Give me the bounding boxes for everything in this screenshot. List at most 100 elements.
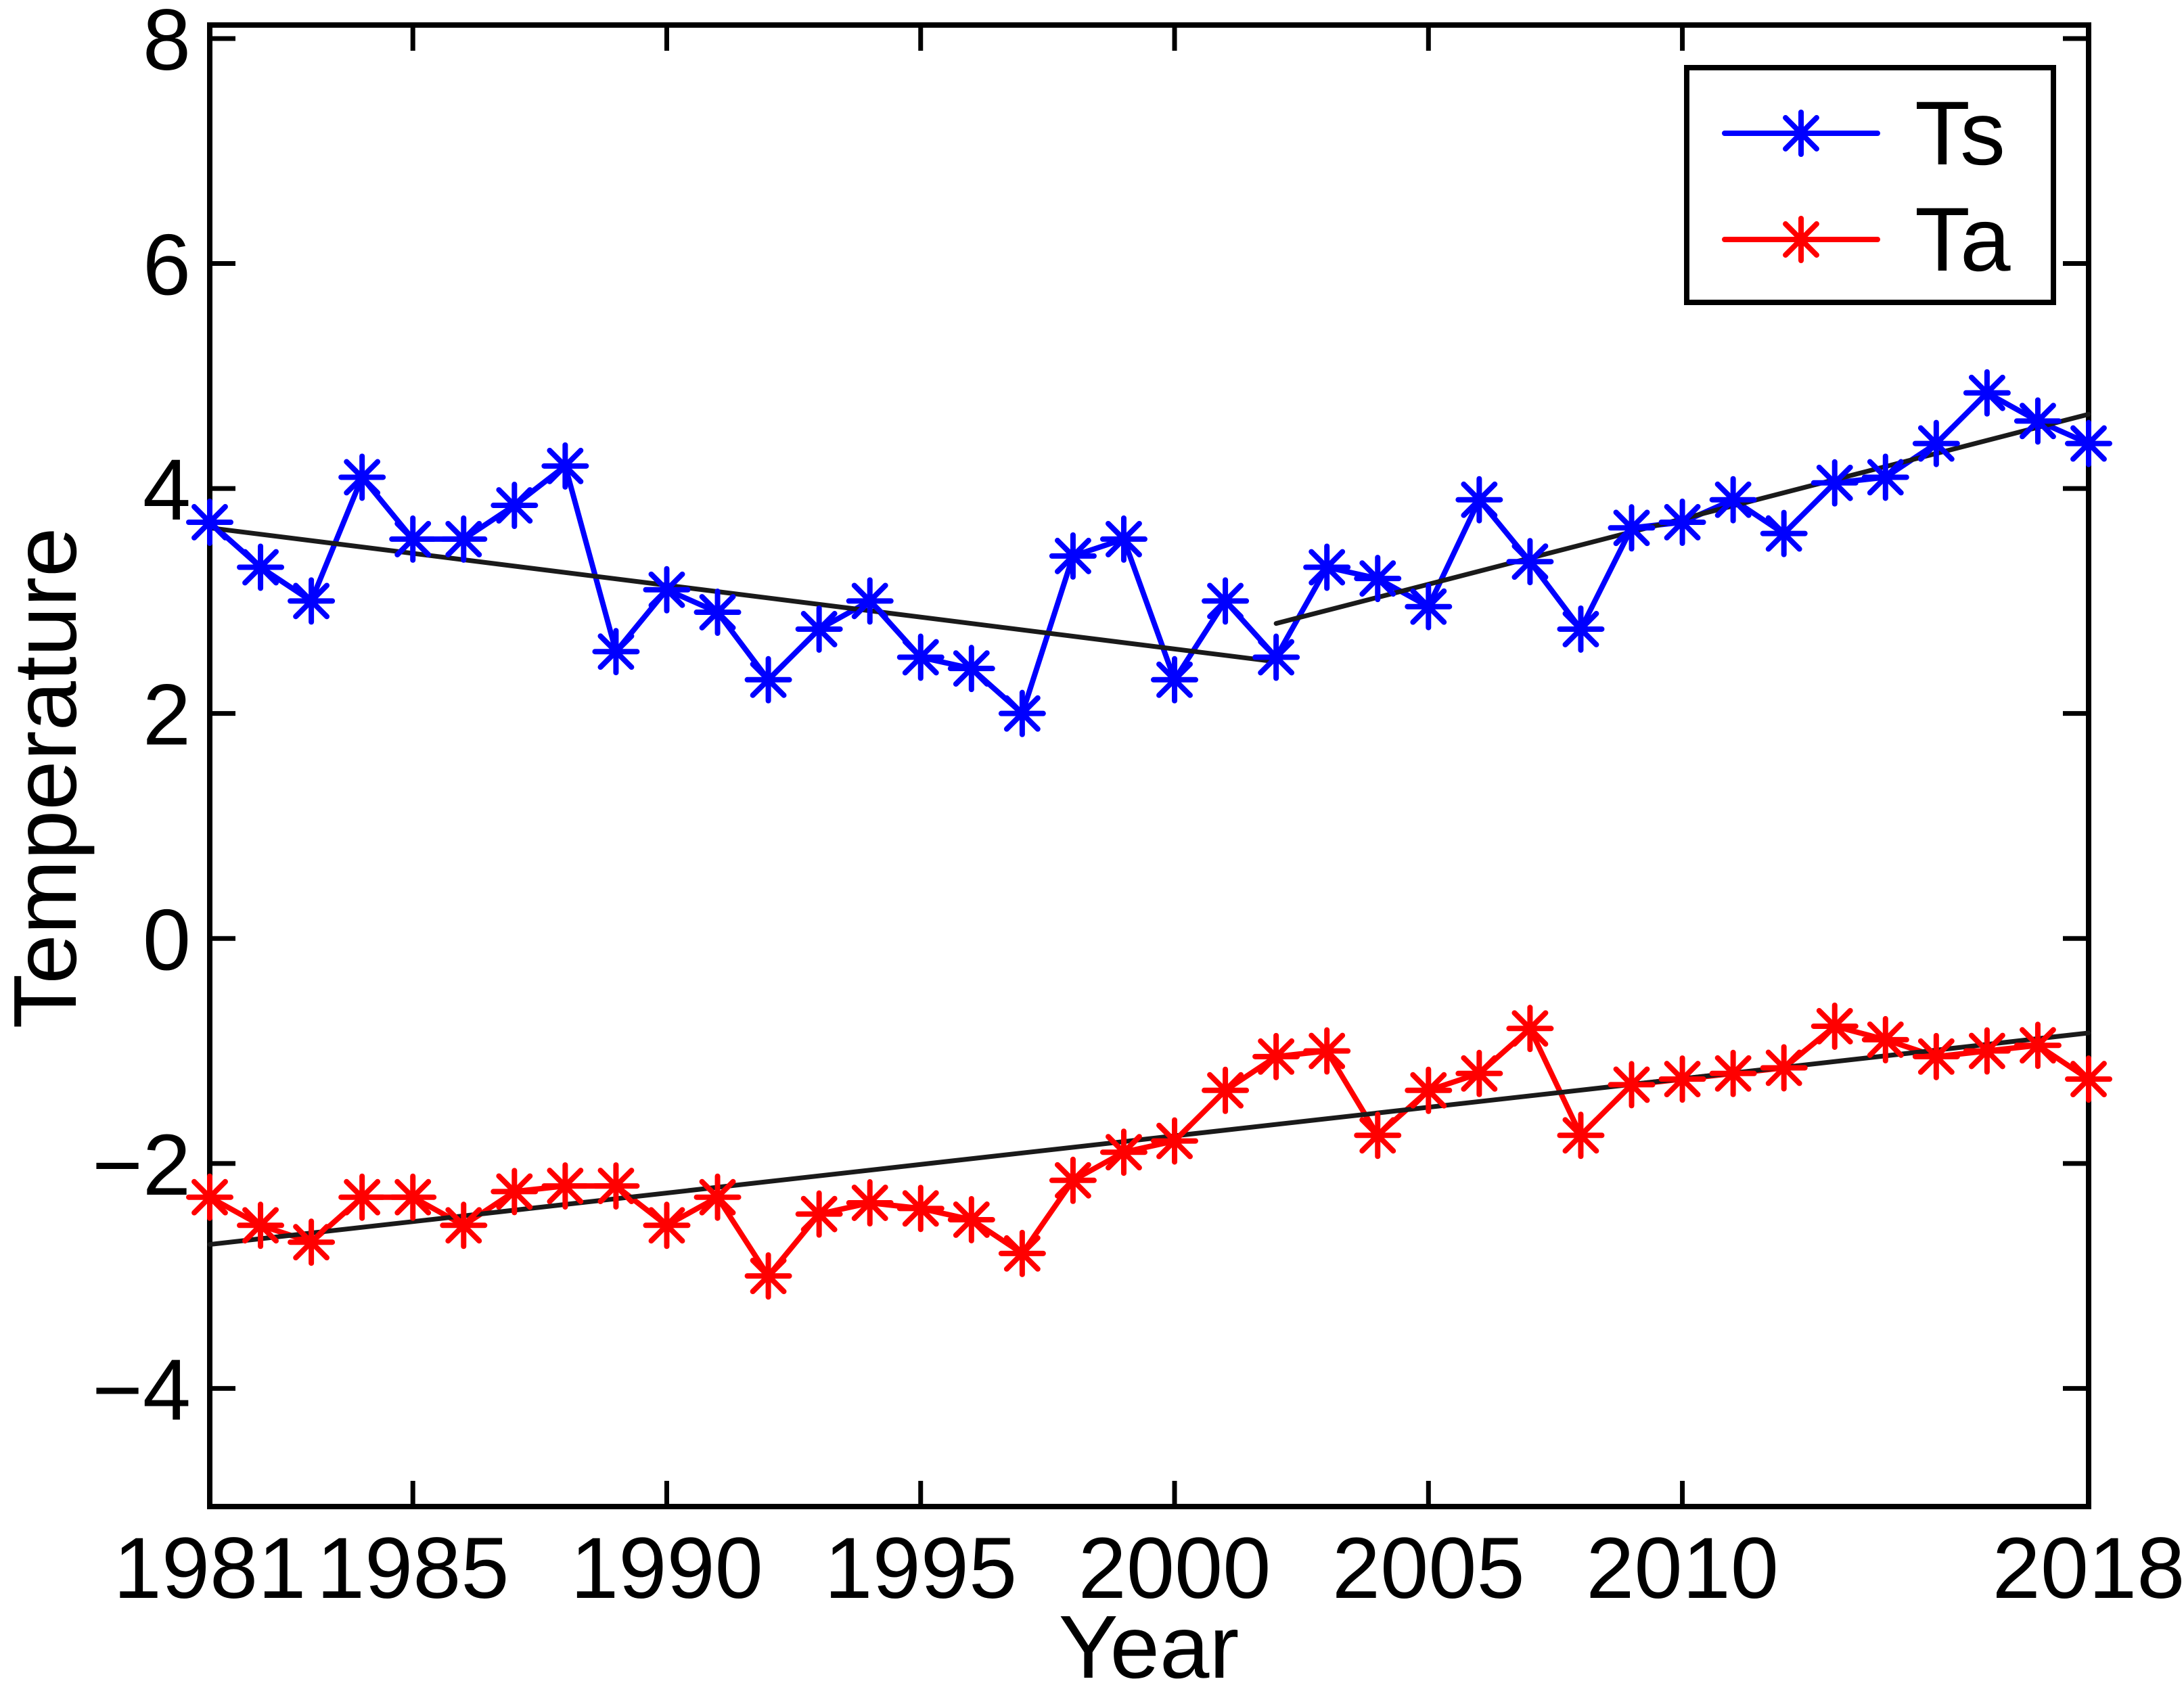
asterisk-arm	[1867, 1021, 1904, 1058]
series-line-Ts	[207, 390, 2091, 716]
x-tick-label: 1985	[317, 1520, 509, 1617]
marker-Ta-1992	[744, 1252, 792, 1300]
x-tick-label: 1990	[570, 1520, 763, 1617]
marker-Ta-2005	[1405, 1066, 1453, 1114]
marker-Ts-2016	[1963, 369, 2011, 417]
asterisk-arm	[1511, 1010, 1549, 1047]
asterisk-arm	[1816, 1008, 1853, 1045]
asterisk-arm	[1003, 1235, 1041, 1272]
asterisk-arm	[1917, 425, 1955, 462]
marker-Ta-2006	[1455, 1049, 1503, 1097]
y-tick-label: 6	[143, 217, 191, 314]
asterisk-arm	[851, 582, 888, 620]
marker-Ta-1994	[846, 1179, 894, 1227]
asterisk-arm	[242, 549, 279, 586]
marker-Ts-2017	[2014, 397, 2062, 445]
marker-Ts-2006	[1455, 476, 1503, 524]
asterisk-arm	[1106, 1134, 1142, 1171]
marker-Ta-2000	[1151, 1117, 1199, 1165]
x-tick-label: 2018	[1993, 1520, 2184, 1617]
asterisk-arm	[851, 1185, 888, 1221]
marker-Ts-2004	[1354, 555, 1402, 603]
marker-Ts-2014	[1861, 453, 1909, 501]
legend-samples	[1722, 110, 1880, 263]
asterisk-arm	[1156, 661, 1193, 698]
marker-Ta-2007	[1506, 1005, 1554, 1053]
asterisk-arm	[1783, 221, 1819, 258]
legend-box	[1684, 65, 2056, 305]
asterisk-arm	[597, 1168, 635, 1205]
asterisk-arm	[1410, 1072, 1447, 1109]
y-tick-label: −4	[92, 1341, 191, 1438]
asterisk-arm	[953, 1201, 990, 1238]
marker-Ta-2014	[1861, 1015, 1909, 1063]
marker-Ta-1983	[288, 1218, 336, 1266]
marker-Ts-2001	[1202, 577, 1250, 625]
marker-Ta-2004	[1354, 1111, 1402, 1160]
asterisk-arm	[2020, 403, 2056, 440]
marker-Ts-2010	[1658, 498, 1706, 546]
marker-Ta-1998	[1049, 1156, 1097, 1204]
marker-Ts-1988	[541, 442, 589, 490]
asterisk-arm	[1714, 481, 1752, 518]
x-tick-label: 1995	[824, 1520, 1017, 1617]
asterisk-arm	[394, 520, 432, 557]
ta-trend	[207, 1030, 2091, 1247]
marker-Ts-2013	[1811, 459, 1859, 507]
asterisk-arm	[496, 487, 533, 524]
marker-Ts-1999	[1099, 515, 1147, 563]
asterisk-arm	[1258, 1038, 1295, 1075]
x-tick-labels: 1981 1985 1990 1995 2000 2005 2010 2018	[114, 1520, 2184, 1617]
marker-Ts-2007	[1506, 538, 1554, 586]
marker-Ts-2002	[1252, 633, 1300, 681]
marker-Ta-2017	[2014, 1022, 2062, 1070]
y-tick-label: 8	[143, 0, 191, 89]
asterisk-arm	[1664, 504, 1701, 541]
marker-Ta-1988	[541, 1162, 589, 1210]
asterisk-arm	[953, 650, 990, 687]
asterisk-arm	[1106, 520, 1142, 557]
marker-Ts-1994	[846, 577, 894, 625]
x-axis-label: Year	[1059, 1597, 1239, 1697]
marker-Ta-2018	[2065, 1055, 2112, 1103]
marker-Ts-1997	[998, 689, 1046, 737]
marker-Ts-1985	[389, 515, 437, 563]
asterisk-arm	[445, 1207, 482, 1244]
asterisk-arm	[1207, 1072, 1244, 1109]
asterisk-arm	[2070, 1061, 2107, 1098]
marker-Ta-2001	[1202, 1066, 1250, 1114]
legend-label-ts: Ts	[1915, 83, 2005, 184]
marker-Ts-1996	[947, 645, 995, 693]
marker-Ta-2013	[1811, 1002, 1859, 1050]
asterisk-arm	[648, 571, 685, 608]
y-axis-label: Temperature	[0, 527, 95, 1028]
marker-Ts-2009	[1608, 504, 1656, 552]
asterisk-arm	[699, 1178, 736, 1216]
asterisk-arm	[1003, 695, 1041, 732]
marker-Ta-1997	[998, 1229, 1046, 1277]
asterisk-arm	[750, 661, 787, 698]
asterisk-arm	[344, 459, 381, 496]
marker-Ta-2015	[1912, 1032, 1960, 1080]
asterisk-arm	[1207, 582, 1244, 620]
marker-Ta-1984	[338, 1173, 386, 1221]
marker-Ts-1993	[795, 605, 843, 653]
y-tick-label: 0	[143, 892, 191, 988]
x-tick-label: 1981	[114, 1520, 306, 1617]
asterisk-arm	[1664, 1061, 1701, 1098]
asterisk-arm	[1562, 1117, 1599, 1154]
asterisk-arm	[547, 447, 584, 484]
plot-frame	[207, 22, 2091, 1509]
asterisk-arm	[547, 1168, 584, 1205]
asterisk-arm	[496, 1173, 533, 1210]
asterisk-arm	[1309, 1032, 1346, 1070]
axes-box	[207, 22, 2091, 1509]
asterisk-arm	[750, 1258, 787, 1295]
legend-sample-marker-Ta	[1777, 216, 1825, 263]
asterisk-arm	[2070, 425, 2107, 462]
marker-Ts-1995	[896, 633, 945, 681]
marker-Ts-2012	[1760, 509, 1808, 557]
asterisk-arm	[1613, 1066, 1650, 1103]
y-tick-label: 4	[143, 442, 191, 538]
